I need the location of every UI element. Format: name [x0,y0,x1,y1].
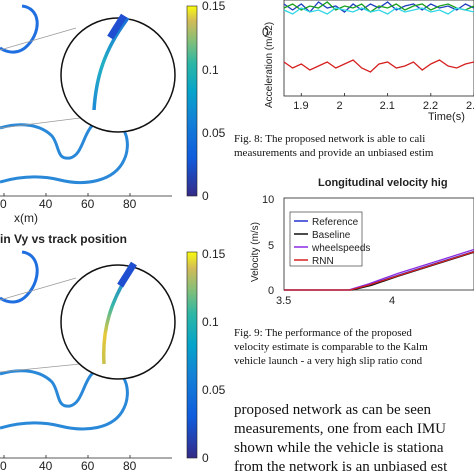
colorbar [186,5,198,197]
fig9-axes [283,197,474,291]
x-tick-label: 3.5 [276,295,291,307]
series-line-2 [283,1,474,13]
fig8-axes [283,0,474,97]
left-bottom-plot: in Vy vs track position 0 40 60 80 0.15 … [0,232,226,473]
zoom-line [0,117,81,129]
series-line-4 [283,59,474,73]
x-tick-label: 80 [123,197,137,211]
zoom-track [92,16,130,111]
vehicle-marker [117,261,137,288]
vehicle-marker [107,13,127,40]
x-tick-label: 40 [39,197,53,211]
legend-entry: Baseline [312,230,351,241]
legend-entry: Reference [312,217,359,228]
x-tick-label: 60 [81,197,95,211]
colorbar [186,251,198,459]
colorbar-tick: 0.1 [202,63,219,77]
body-text-line: proposed network as can be seen [234,402,432,418]
x-tick-label: 40 [39,459,53,473]
fig9-caption-line: vehicle launch - a very high slip ratio … [234,355,423,367]
colorbar-tick: 0 [202,189,209,203]
track-loop-upper [0,250,39,304]
x-axis-label: Time(s) [428,111,465,123]
y-tick-label: 0 [262,25,269,39]
y-axis-label: Velocity (m/s) [250,222,261,282]
x-tick-label: 0 [0,197,7,211]
legend: Reference Baseline wheelspeeds RNN [289,211,370,267]
x-tick-label: 80 [123,459,137,473]
fig8-caption-line: measurements and provide an unbiased est… [234,147,434,159]
body-text-line: shown while the vehicle is stationa [234,440,444,456]
x-axis-label: x(m) [14,211,38,225]
fig8-chart: 0 Acceleration (m/s2) 1.9 2 2.1 2.2 2.3 Time… [262,0,474,123]
colorbar-tick: 0.1 [202,315,219,329]
x-ticks-top [3,193,131,196]
x-tick-label: 2.3 [466,100,474,112]
y-tick-label: 0 [268,285,274,297]
x-tick-label: 2.2 [423,100,438,112]
y-axis-label: Acceleration (m/s2) [264,22,275,108]
fig8-caption-line: Fig. 8: The proposed network is able to … [234,133,425,145]
fig8-series-group [283,1,474,73]
x-tick-label: 0 [0,459,7,473]
series-line-3 [283,7,474,15]
x-tick-label: 1.9 [293,100,308,112]
x-tick-label: 4 [389,295,395,307]
x-tick-label: 2.1 [380,100,395,112]
x-ticks-bottom [3,455,131,458]
body-text-line: from the network is an unbiased est [234,459,448,474]
legend-entry: RNN [312,256,334,267]
track-loop-upper [0,4,39,54]
x-tick-label: 60 [81,459,95,473]
fig9-series-group [284,248,474,291]
y-tick-label: 5 [268,240,274,252]
zoom-line [0,363,81,373]
colorbar-tick: 0.15 [202,0,226,13]
left-top-plot: 0 40 60 80 x(m) 0.15 0.1 0.05 0 [0,0,226,225]
chart-title: Longitudinal velocity hig [318,177,448,189]
plot-title: in Vy vs track position [0,232,127,246]
legend-entry: wheelspeeds [311,243,370,254]
series-line-4 [284,251,474,291]
zoom-line [0,27,77,51]
zoom-circle [60,264,176,380]
colorbar-tick: 0 [202,451,209,465]
series-line-1 [283,1,474,13]
fig9-caption-line: velocity estimate is comparable to the K… [234,341,428,353]
x-tick-label: 2 [336,100,342,112]
colorbar-tick: 0.15 [202,247,226,261]
zoom-circle [60,17,176,133]
fig9-chart: Longitudinal velocity hig 10 5 0 Velocit… [250,177,474,307]
colorbar-tick: 0.05 [202,383,226,397]
fig8-x-ticks: 1.9 2 2.1 2.2 2.3 [293,93,474,112]
zoom-line [0,277,77,301]
y-tick-label: 10 [262,194,274,206]
body-text-line: measurements, one from each IMU [234,421,446,437]
colorbar-tick: 0.05 [202,126,226,140]
fig9-caption-line: Fig. 9: The performance of the proposed [234,327,412,339]
